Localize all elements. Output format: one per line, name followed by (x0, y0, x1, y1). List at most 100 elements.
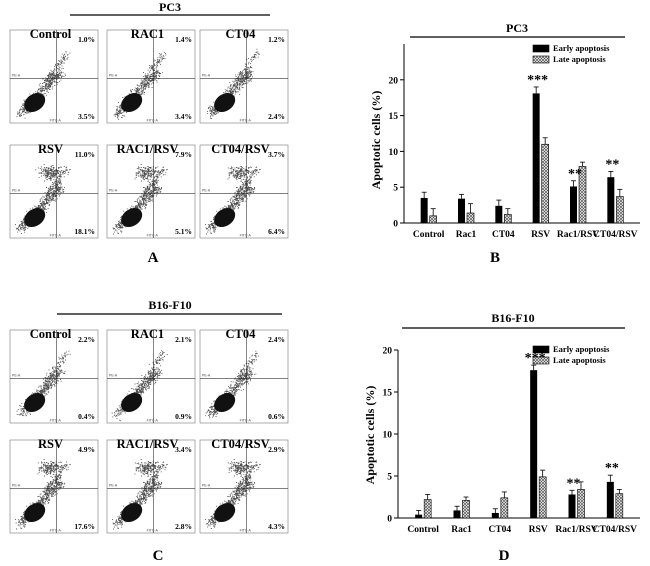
axis-label-y: PE-A (12, 374, 21, 378)
flow-plot-name: RAC1 (131, 27, 164, 41)
quadrant-percent-lower: 0.4% (78, 412, 95, 421)
flow-plot-name: RSV (38, 437, 63, 451)
significance-marker: ** (605, 157, 619, 172)
quadrant-percent-lower: 6.4% (268, 227, 285, 236)
bar-late-apoptosis (538, 476, 547, 519)
panel-label-a: A (148, 250, 159, 266)
quadrant-percent-lower: 3.5% (78, 112, 95, 121)
x-tick-label: Control (413, 230, 445, 240)
flow-plot: PE-A FITC-A CT04 2.4% 0.6% (199, 327, 289, 424)
flow-dense-core (121, 503, 143, 523)
x-tick-label: Rac1/RSV (557, 230, 599, 240)
flow-dense-core (121, 93, 143, 113)
axis-label-x: FITC-A (240, 119, 252, 123)
x-tick-label: Rac1/RSV (555, 525, 597, 535)
x-tick-label: Rac1 (451, 525, 472, 535)
bar-late-apoptosis (500, 497, 509, 519)
y-tick-label: 0 (393, 220, 398, 230)
quadrant-percent-upper: 11.0% (75, 150, 95, 159)
quadrant-percent-upper: 1.4% (175, 35, 192, 44)
bar-late-apoptosis (504, 214, 512, 224)
y-tick-label: 20 (383, 347, 393, 357)
quadrant-percent-lower: 0.9% (175, 412, 192, 421)
flow-dense-core (24, 93, 46, 113)
axis-label-y: PE-A (109, 74, 118, 78)
y-axis-label: Apoptotic cells (%) (363, 386, 377, 485)
bar-early-apoptosis (415, 514, 423, 518)
quadrant-percent-upper: 2.4% (268, 335, 285, 344)
flow-title: PC3 (159, 0, 181, 14)
axis-label-x: FITC-A (50, 119, 62, 123)
bar-late-apoptosis (466, 212, 475, 224)
flow-group-pc3: PC3 PE-A FITC-A Control 1.0% 3.5% PE-A FITC-A R… (9, 0, 289, 239)
bar-early-apoptosis (568, 494, 576, 518)
bar-early-apoptosis (495, 205, 503, 223)
flow-plot-name: CT04 (226, 327, 257, 341)
quadrant-percent-upper: 7.9% (175, 150, 192, 159)
chart-title: B16-F10 (491, 311, 534, 325)
quadrant-percent-upper: 3.4% (175, 445, 192, 454)
legend-label: Late apoptosis (553, 54, 606, 64)
y-tick-label: 20 (389, 76, 399, 86)
quadrant-percent-upper: 4.9% (78, 445, 95, 454)
axis-label-x: FITC-A (147, 119, 159, 123)
legend-swatch-late (532, 356, 550, 365)
quadrant-percent-lower: 2.8% (175, 522, 192, 531)
significance-marker: ** (568, 167, 582, 182)
significance-marker: ** (605, 461, 619, 476)
y-tick-label: 0 (387, 515, 392, 525)
bar-early-apoptosis (491, 512, 499, 518)
bar-early-apoptosis (607, 177, 615, 223)
bar-late-apoptosis (429, 215, 437, 224)
quadrant-percent-lower: 2.4% (268, 112, 285, 121)
axis-label-x: FITC-A (50, 529, 62, 533)
flow-group-b16: B16-F10 PE-A FITC-A Control 2.2% 0.4% PE-A FIT… (9, 298, 289, 534)
x-tick-label: Rac1 (456, 230, 477, 240)
y-tick-label: 15 (389, 112, 399, 122)
flow-plot-name: RAC1/RSV (117, 437, 179, 451)
axis-label-x: FITC-A (147, 529, 159, 533)
y-tick-label: 5 (387, 473, 392, 483)
flow-plot: PE-A FITC-A Control 1.0% 3.5% (9, 27, 99, 124)
flow-plot-name: CT04/RSV (211, 142, 269, 156)
bar-late-apoptosis (423, 499, 432, 519)
axis-label-y: PE-A (12, 74, 21, 78)
bar-late-apoptosis (462, 500, 470, 519)
axis-label-x: FITC-A (147, 234, 159, 238)
bar-early-apoptosis (420, 197, 428, 223)
flow-plot: PE-A FITC-A RAC1 1.4% 3.4% (106, 27, 196, 124)
quadrant-percent-lower: 3.4% (175, 112, 192, 121)
quadrant-percent-lower: 0.6% (268, 412, 285, 421)
axis-label-y: PE-A (12, 484, 21, 488)
flow-plot: PE-A FITC-A RSV 4.9% 17.6% (9, 437, 99, 534)
flow-dense-core (24, 393, 46, 413)
panel-label-c: C (153, 548, 164, 564)
quadrant-percent-upper: 2.9% (268, 445, 285, 454)
legend-label: Early apoptosis (553, 344, 610, 354)
legend-swatch-early (532, 44, 550, 53)
bar-early-apoptosis (532, 93, 540, 224)
bar-early-apoptosis (458, 198, 465, 223)
x-tick-label: CT04 (488, 525, 511, 535)
quadrant-percent-upper: 2.2% (78, 335, 95, 344)
legend-swatch-late (532, 55, 550, 64)
flow-dense-core (121, 393, 143, 413)
quadrant-percent-upper: 1.0% (78, 35, 95, 44)
quadrant-percent-upper: 1.2% (268, 35, 285, 44)
axis-label-x: FITC-A (50, 234, 62, 238)
quadrant-percent-upper: 2.1% (175, 335, 192, 344)
flow-plot: PE-A FITC-A CT04 1.2% 2.4% (199, 27, 289, 124)
y-tick-label: 10 (383, 431, 393, 441)
chart-pc3: PC3 Apoptotic cells (%) 0 5 10 15 20 Control R… (369, 21, 640, 240)
flow-dense-core (121, 208, 143, 228)
x-tick-label: CT04/RSV (593, 525, 637, 535)
x-tick-label: RSV (531, 230, 550, 240)
flow-plot: PE-A FITC-A Control 2.2% 0.4% (9, 327, 99, 424)
flow-plot-name: Control (30, 327, 72, 341)
axis-label-y: PE-A (202, 74, 211, 78)
x-tick-label: RSV (529, 525, 548, 535)
flow-dense-core (214, 208, 236, 228)
flow-title: B16-F10 (148, 298, 191, 312)
